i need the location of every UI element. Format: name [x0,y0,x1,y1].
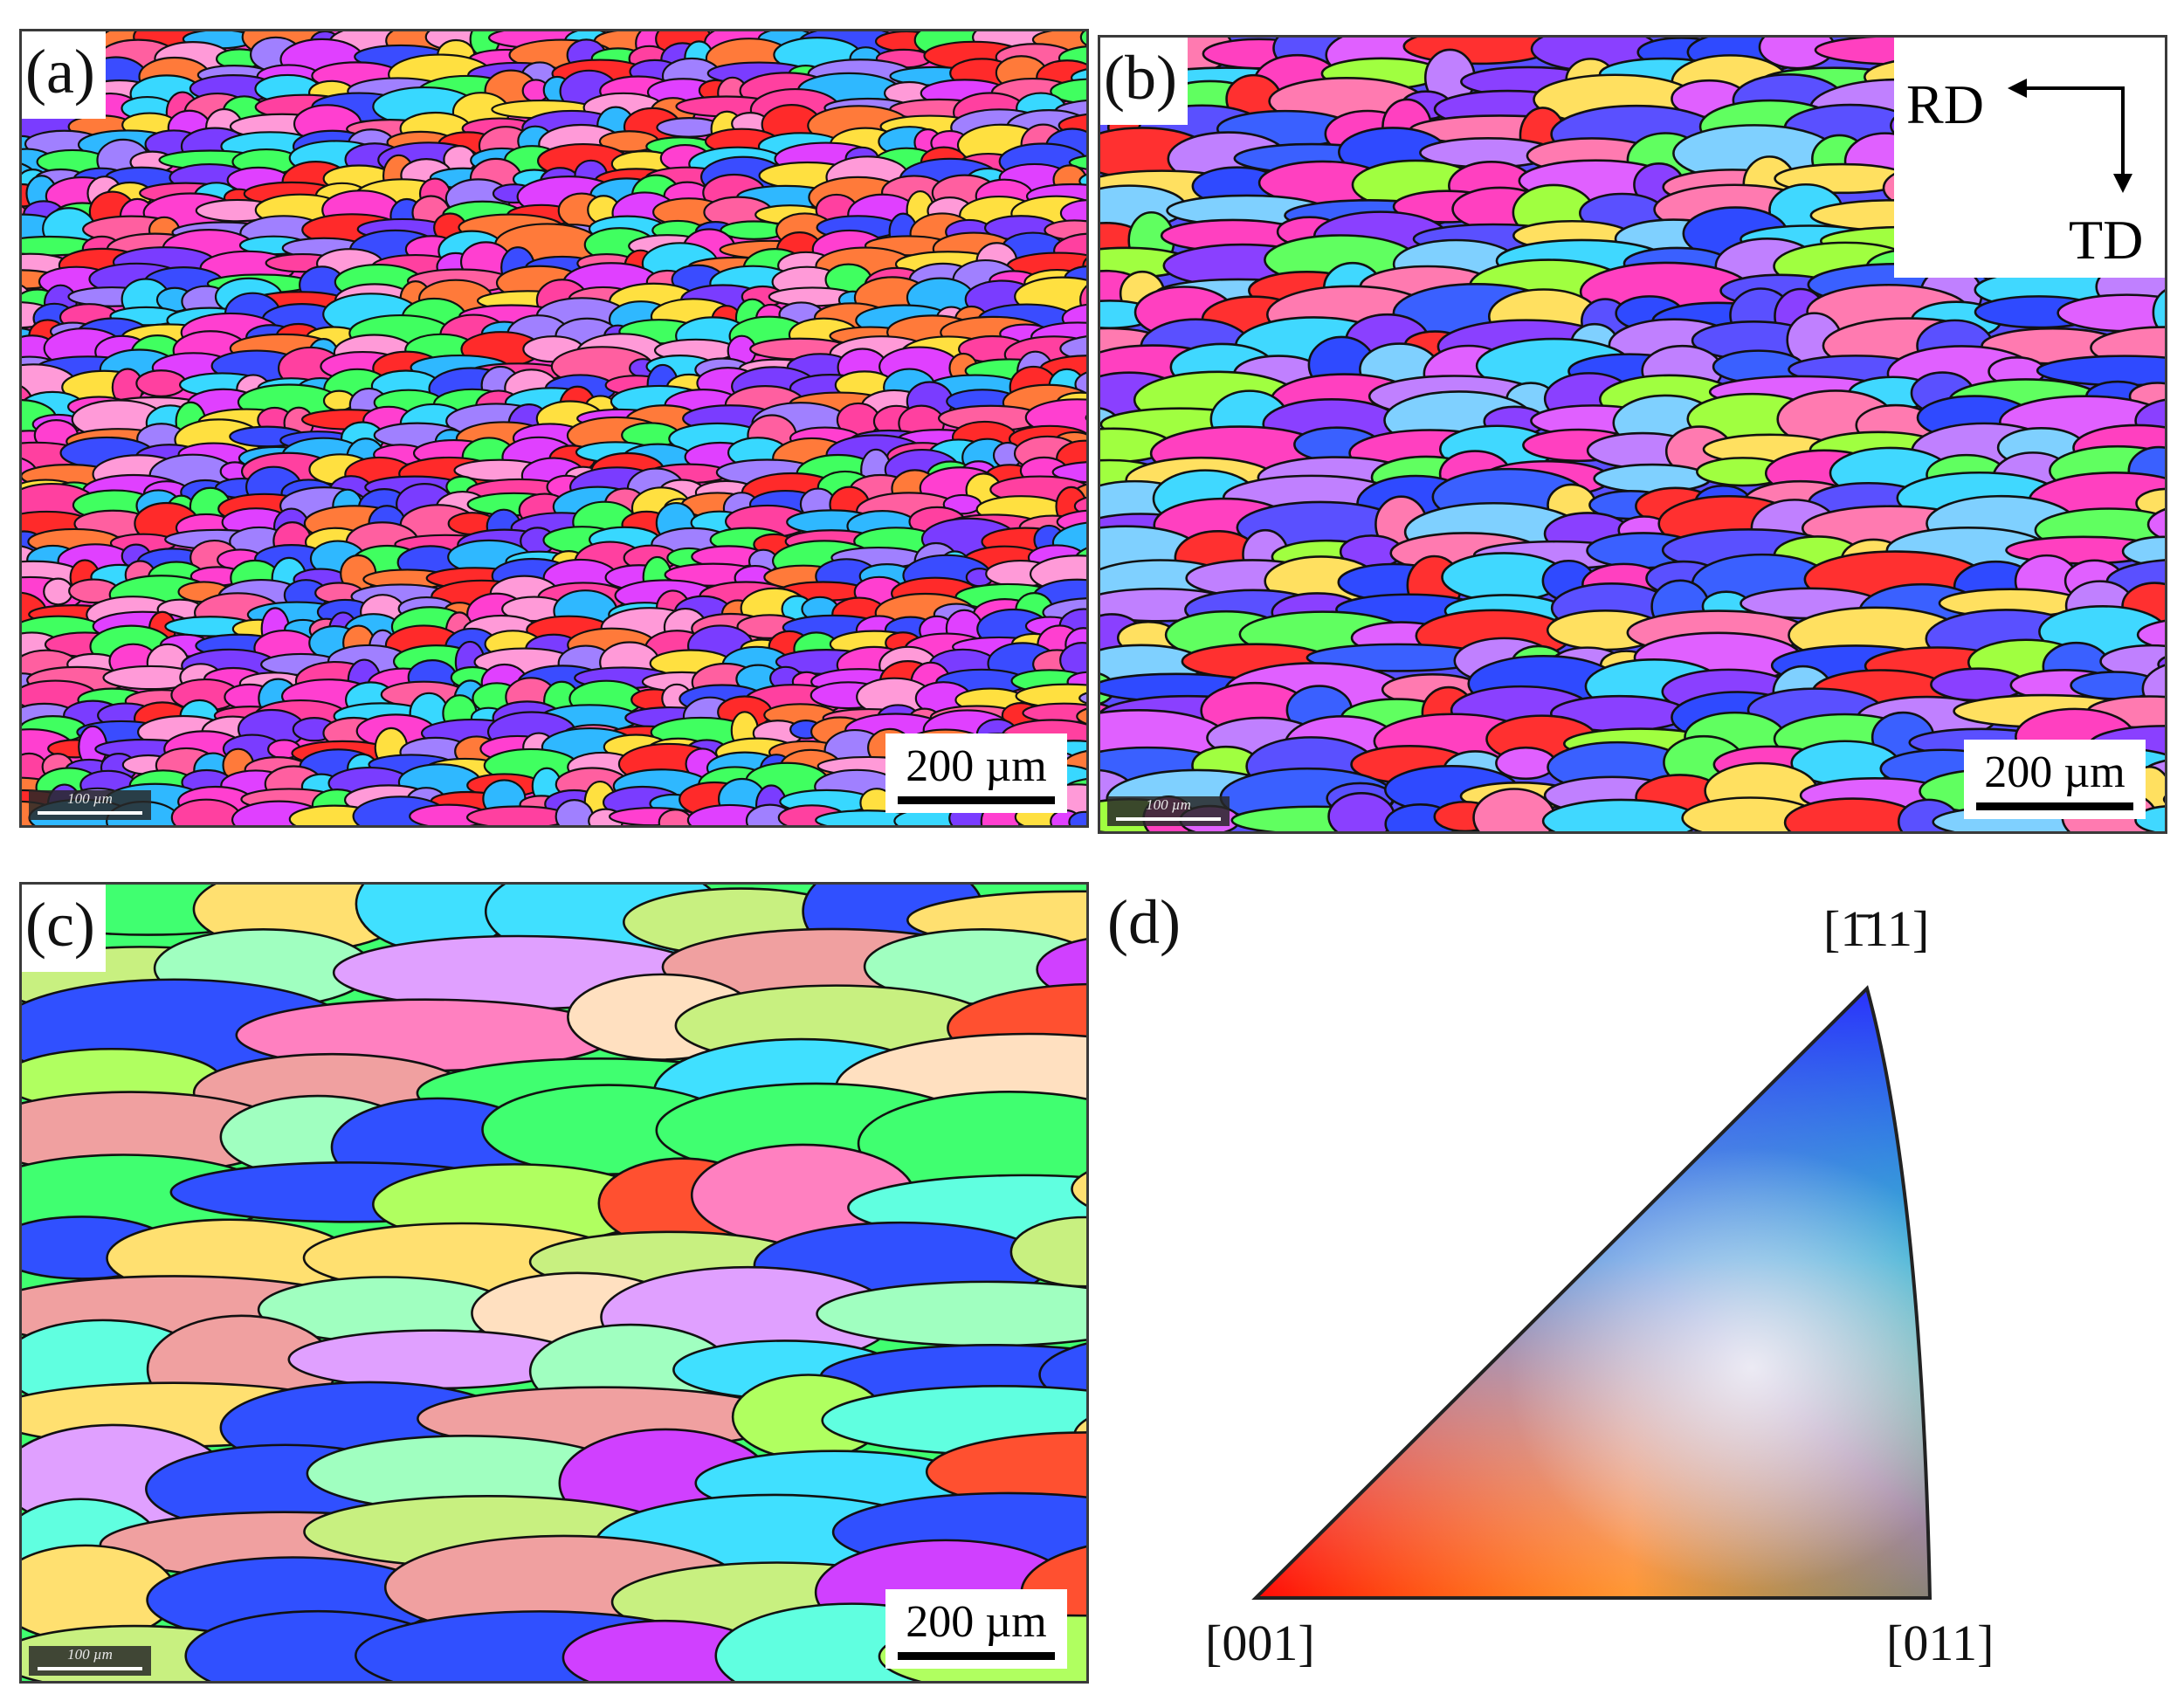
ipf-label-111: [1̄11] [1823,900,1930,957]
scale-bar-text-a: 200 µm [906,741,1047,791]
axes-arrows-icon [2008,79,2132,193]
grain-map-c [22,885,1086,1681]
scale-bar-text-c: 200 µm [906,1597,1047,1647]
scale-bar-c: 200 µm [885,1589,1067,1669]
ipf-label-011: [011] [1886,1615,1995,1671]
scale-bar-text-b: 200 µm [1984,747,2125,797]
ipf-triangle [1251,985,1933,1600]
ipf-outline [1251,985,1933,1600]
panel-label-c: (c) [22,885,106,972]
panel-label-b: (b) [1100,38,1188,125]
grain-map-a [22,31,1086,825]
ipf-label-001: [001] [1205,1615,1315,1671]
ipf-legend: (d) [1100,882,2183,1701]
small-scale-text-b: 100 µm [1146,796,1191,813]
ebsd-map-c: (c) 100 µm 200 µm [19,882,1089,1684]
panel-label-a: (a) [22,31,106,119]
small-scale-bar-a: 100 µm [29,790,151,820]
rd-td-axes: RD TD [1894,38,2165,278]
small-scale-bar-c: 100 µm [29,1646,151,1676]
ebsd-map-b: (b) RD TD 100 µm 200 µm [1098,35,2167,834]
td-label: TD [2069,209,2144,271]
scale-bar-a: 200 µm [885,733,1067,813]
small-scale-text-c: 100 µm [67,1646,113,1663]
rd-label: RD [1906,73,1984,135]
small-scale-bar-b: 100 µm [1107,796,1230,826]
small-scale-text-a: 100 µm [67,790,113,807]
scale-bar-b: 200 µm [1964,740,2146,819]
ebsd-map-a: (a) 100 µm 200 µm [19,29,1089,828]
panel-label-d: (d) [1107,887,1181,957]
